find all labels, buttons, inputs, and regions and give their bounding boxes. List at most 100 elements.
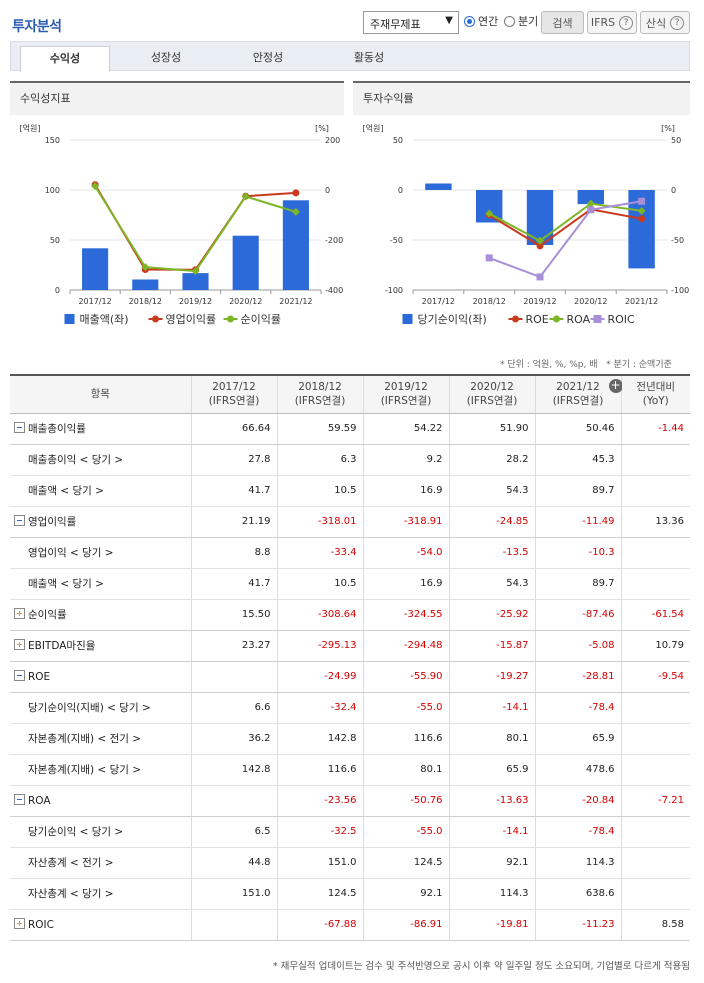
chart-title: 투자수익률 — [353, 81, 690, 115]
table-cell: -11.23 — [534, 909, 621, 941]
table-row: 자산총계 < 전기 > 44.8 151.0 124.5 92.1 114.3 — [10, 847, 690, 879]
legend-marker — [152, 315, 159, 323]
table-cell: -23.56 — [276, 785, 363, 817]
table-cell: -294.48 — [362, 630, 449, 662]
table-cell: 116.6 — [362, 723, 449, 755]
statement-type-select[interactable]: 주재무제표 ▼ — [363, 11, 459, 34]
table-cell: -13.5 — [448, 537, 535, 569]
table-row: 자산총계 < 당기 > 151.0 124.5 92.1 114.3 638.6 — [10, 878, 690, 910]
row-label-cell: EBITDA마진율 — [10, 630, 191, 662]
table-cell: -19.27 — [448, 661, 535, 693]
data-point — [191, 267, 200, 276]
table-row: 매출총이익률 66.64 59.59 54.22 51.90 50.46 -1.44 — [10, 413, 690, 445]
table-cell: 478.6 — [534, 754, 621, 786]
row-label: ROA — [28, 795, 51, 807]
radio-annual[interactable]: 연간 — [464, 13, 498, 29]
row-label: 매출총이익 < 당기 > — [28, 454, 124, 466]
table-row: ROA -23.56 -50.76 -13.63 -20.84 -7.21 — [10, 785, 690, 817]
row-label-cell: 매출액 < 당기 > — [10, 475, 191, 507]
column-header-period: 2019/12 (IFRS연결) — [362, 374, 449, 414]
profitability-chart-panel: 수익성지표 [억원] [%] 150 100 50 0 200 0 -200 -400 2017/1… — [10, 81, 344, 341]
column-basis: (IFRS연결) — [294, 395, 346, 408]
left-tick-label: 50 — [393, 136, 403, 145]
data-point — [587, 206, 595, 214]
table-cell: -318.91 — [362, 506, 449, 538]
right-axis-unit: [%] — [315, 124, 329, 133]
table-cell: 65.9 — [534, 723, 621, 755]
data-point — [536, 242, 544, 250]
table-cell: 116.6 — [276, 754, 363, 786]
data-point — [638, 215, 646, 223]
unit-notes: * 단위 : 억원, %, %p, 배 * 분기 : 순액기준 — [500, 357, 672, 370]
table-cell: -67.88 — [276, 909, 363, 941]
tab-profitability[interactable]: 수익성 — [20, 46, 110, 72]
collapse-icon[interactable] — [14, 794, 25, 805]
table-cell: -61.54 — [620, 599, 690, 631]
legend-label: 순이익률 — [241, 313, 281, 326]
expand-icon[interactable] — [14, 639, 25, 650]
tab-growth[interactable]: 성장성 — [150, 51, 182, 64]
table-row: 자본총계(지배) < 당기 > 142.8 116.6 80.1 65.9 478.6 — [10, 754, 690, 786]
row-label: 자본총계(지배) < 전기 > — [28, 733, 142, 745]
row-label: 영업이익 < 당기 > — [28, 547, 114, 559]
table-cell: 27.8 — [190, 444, 277, 476]
radio-quarter[interactable]: 분기 — [504, 13, 538, 29]
table-cell: 80.1 — [362, 754, 449, 786]
right-tick-label: 200 — [325, 136, 340, 145]
left-tick-label: 50 — [50, 236, 60, 245]
legend-label: ROE — [526, 313, 549, 326]
table-cell: -20.84 — [534, 785, 621, 817]
table-cell: 6.5 — [190, 816, 277, 848]
tab-activity[interactable]: 활동성 — [353, 51, 385, 64]
column-header-period: 전년대비 (YoY) — [620, 374, 690, 414]
expand-columns-icon[interactable]: + — [608, 378, 623, 393]
collapse-icon[interactable] — [14, 670, 25, 681]
row-label-cell: ROIC — [10, 909, 191, 941]
data-point — [292, 189, 300, 197]
table-cell: -24.85 — [448, 506, 535, 538]
row-label-cell: 매출총이익률 — [10, 413, 191, 445]
expand-icon[interactable] — [14, 608, 25, 619]
table-cell: -33.4 — [276, 537, 363, 569]
right-tick-label: -50 — [671, 236, 684, 245]
collapse-icon[interactable] — [14, 515, 25, 526]
chevron-down-icon: ▼ — [445, 15, 453, 26]
collapse-icon[interactable] — [14, 422, 25, 433]
expand-icon[interactable] — [14, 918, 25, 929]
bar — [182, 273, 209, 290]
data-point — [485, 209, 494, 218]
formula-help-button[interactable]: 산식 ? — [640, 11, 690, 34]
search-button[interactable]: 검색 — [541, 11, 584, 34]
table-cell: 50.46 — [534, 413, 621, 445]
ifrs-help-button[interactable]: IFRS ? — [587, 11, 637, 34]
row-label-cell: 영업이익률 — [10, 506, 191, 538]
table-cell — [620, 537, 690, 569]
table-cell: -55.0 — [362, 692, 449, 724]
table-cell: -25.92 — [448, 599, 535, 631]
left-tick-label: -100 — [385, 286, 403, 295]
table-cell: 92.1 — [448, 847, 535, 879]
radio-annual-label: 연간 — [478, 15, 499, 28]
column-period: 2017/12 — [212, 381, 256, 394]
table-header-row: 항목 2017/12 (IFRS연결) 2018/12 (IFRS연결) 2019/12… — [10, 374, 690, 414]
left-axis-unit: [억원] — [363, 123, 384, 133]
row-label-cell: 당기순이익(지배) < 당기 > — [10, 692, 191, 724]
column-header-period: 2021/12 (IFRS연결) + — [534, 374, 623, 414]
table-cell: 51.90 — [448, 413, 535, 445]
data-point — [536, 273, 544, 281]
row-label: 매출액 < 당기 > — [28, 485, 104, 497]
table-cell — [620, 878, 690, 910]
column-basis: (YoY) — [642, 395, 669, 408]
table-row: 당기순이익 < 당기 > 6.5 -32.5 -55.0 -14.1 -78.4 — [10, 816, 690, 848]
table-cell: 44.8 — [190, 847, 277, 879]
legend-swatch — [64, 314, 75, 324]
table-cell: 13.36 — [620, 506, 690, 538]
help-icon: ? — [670, 15, 685, 30]
legend-label: ROA — [567, 313, 591, 326]
left-tick-label: 0 — [398, 186, 403, 195]
data-point — [638, 197, 646, 205]
row-label-cell: 자본총계(지배) < 당기 > — [10, 754, 191, 786]
table-row: EBITDA마진율 23.27 -295.13 -294.48 -15.87 -5.08 1… — [10, 630, 690, 662]
column-basis: (IFRS연결) — [380, 395, 432, 408]
tab-stability[interactable]: 안정성 — [252, 51, 284, 64]
